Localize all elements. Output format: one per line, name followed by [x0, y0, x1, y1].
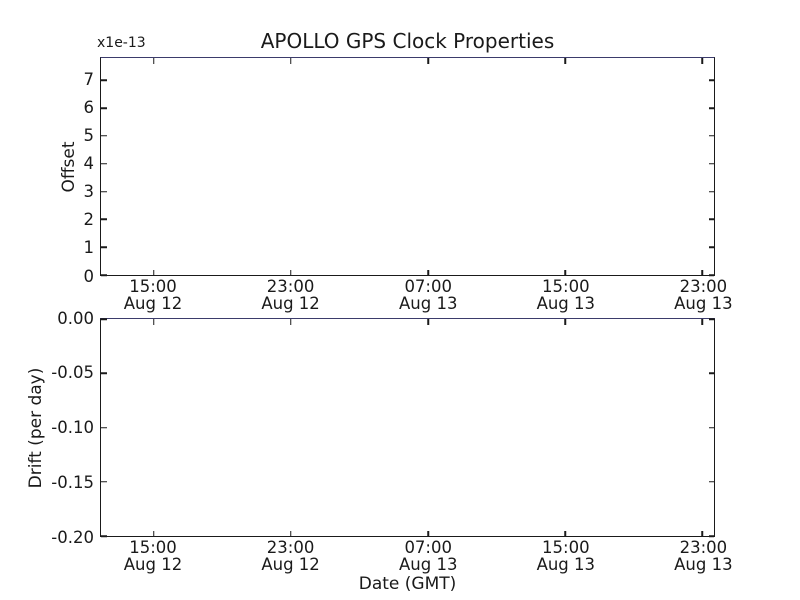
y-tick-label: -0.05 — [51, 363, 94, 383]
y-tick-label: 4 — [83, 154, 95, 174]
y-tick-mark — [708, 318, 714, 320]
x-tick-label: 23:00 Aug 12 — [246, 539, 336, 573]
x-tick-label-line: 23:00 — [679, 538, 728, 557]
x-tick-label-line: 15:00 — [542, 277, 590, 296]
y-tick-label: 0 — [83, 266, 95, 286]
x-tick-mark — [701, 319, 704, 325]
chart-title: APOLLO GPS Clock Properties — [260, 29, 555, 53]
y-tick-mark — [708, 107, 714, 109]
x-tick-label: 07:00 Aug 13 — [383, 278, 473, 312]
x-tick-label: 23:00 Aug 13 — [658, 539, 748, 573]
x-tick-mark — [290, 58, 292, 64]
x-tick-label-line: Aug 13 — [674, 294, 733, 313]
y-tick-mark — [708, 274, 714, 276]
y-tick-mark — [708, 135, 714, 137]
x-tick-label: 23:00 Aug 12 — [246, 278, 336, 312]
x-tick-label-line: Aug 13 — [536, 555, 596, 574]
y-tick-mark — [101, 107, 107, 109]
y-tick-mark — [101, 79, 107, 81]
y-tick-mark — [708, 246, 714, 248]
x-tick-mark — [153, 269, 155, 275]
x-tick-label-line: 07:00 — [404, 277, 452, 296]
y-tick-mark — [708, 218, 714, 221]
y-tick-mark — [101, 372, 107, 374]
x-tick-label: 15:00 Aug 12 — [108, 539, 198, 573]
x-tick-label-line: 23:00 — [266, 277, 315, 296]
x-tick-mark — [701, 269, 704, 275]
x-tick-label-line: 15:00 — [129, 277, 177, 296]
x-tick-label-line: Aug 13 — [536, 294, 596, 313]
y-tick-label: 3 — [83, 182, 95, 202]
x-tick-mark — [564, 319, 567, 325]
x-tick-label-line: Aug 13 — [398, 555, 458, 574]
x-axis-label: Date (GMT) — [358, 574, 457, 594]
x-tick-label: 15:00 Aug 13 — [521, 278, 611, 312]
x-tick-mark — [153, 58, 155, 64]
y-tick-label: 7 — [83, 69, 95, 89]
x-tick-label-line: Aug 12 — [261, 555, 320, 574]
y-tick-label: -0.10 — [51, 418, 94, 437]
x-tick-mark — [564, 269, 567, 275]
y-tick-mark — [101, 318, 107, 320]
x-tick-mark — [290, 269, 292, 275]
x-tick-label: 15:00 Aug 12 — [108, 278, 198, 312]
x-tick-mark — [564, 58, 567, 64]
x-tick-label: 23:00 Aug 13 — [658, 278, 748, 312]
x-tick-label-line: 23:00 — [679, 277, 728, 296]
x-tick-label-line: Aug 12 — [123, 555, 183, 574]
y-tick-mark — [101, 190, 107, 193]
y-tick-mark — [101, 274, 107, 276]
y-tick-mark — [101, 246, 107, 248]
x-tick-label: 07:00 Aug 13 — [383, 539, 473, 573]
y-tick-mark — [708, 79, 714, 81]
axes-drift-plot — [100, 318, 715, 537]
x-tick-mark — [153, 530, 155, 536]
x-tick-mark — [564, 530, 567, 536]
x-tick-mark — [427, 319, 429, 325]
x-tick-label: 15:00 Aug 13 — [521, 539, 611, 573]
y-tick-mark — [101, 535, 107, 537]
y-tick-mark — [101, 218, 107, 221]
y-tick-mark — [101, 135, 107, 137]
x-tick-label-line: 23:00 — [266, 538, 315, 557]
y-tick-label: 0.00 — [57, 308, 94, 328]
y-tick-label: 6 — [83, 98, 95, 118]
y-tick-mark — [708, 426, 714, 429]
x-tick-label-line: 07:00 — [404, 538, 452, 557]
y-tick-mark — [708, 190, 714, 193]
y-tick-mark — [708, 535, 714, 537]
x-tick-mark — [427, 530, 429, 536]
x-tick-mark — [427, 58, 429, 64]
y-tick-label: 5 — [83, 126, 95, 146]
y-axis-scale-multiplier: x1e-13 — [97, 35, 146, 51]
y-tick-mark — [708, 481, 714, 483]
x-tick-mark — [701, 58, 704, 64]
x-tick-mark — [427, 269, 429, 275]
y-tick-mark — [101, 162, 107, 165]
y-tick-label: -0.15 — [51, 472, 94, 492]
x-tick-mark — [290, 319, 292, 325]
x-tick-label-line: Aug 13 — [398, 294, 458, 313]
y-tick-mark — [708, 162, 714, 165]
x-tick-mark — [153, 319, 155, 325]
x-tick-label-line: Aug 13 — [674, 555, 733, 574]
x-tick-mark — [290, 530, 292, 536]
y-tick-label: 1 — [83, 238, 95, 258]
x-tick-label-line: Aug 12 — [123, 294, 183, 313]
y-tick-mark — [101, 481, 107, 483]
y-tick-label: -0.20 — [51, 527, 94, 547]
x-tick-label-line: 15:00 — [129, 538, 177, 557]
y-tick-mark — [101, 426, 107, 429]
y-tick-label: 2 — [83, 210, 95, 230]
axes-offset-plot — [100, 57, 715, 276]
x-tick-mark — [701, 530, 704, 536]
x-tick-label-line: 15:00 — [542, 538, 590, 557]
y-tick-mark — [708, 372, 714, 374]
x-tick-label-line: Aug 12 — [261, 294, 320, 313]
